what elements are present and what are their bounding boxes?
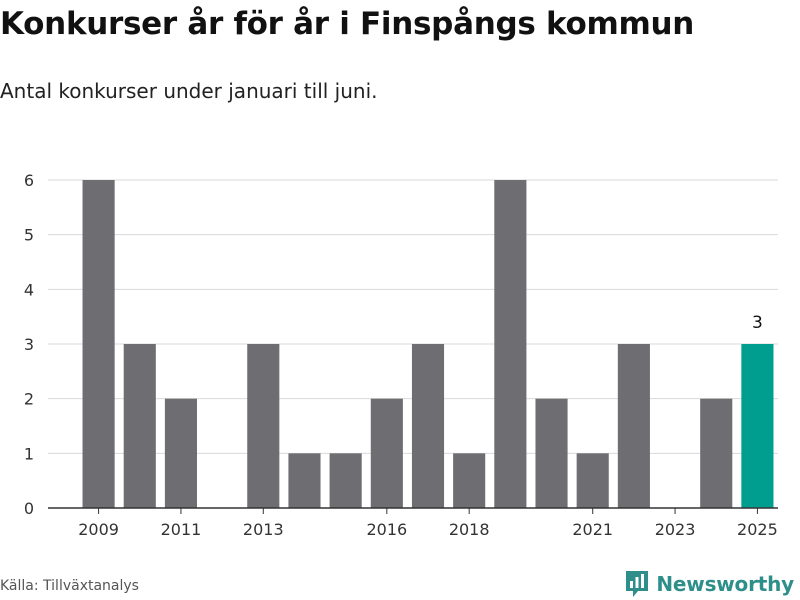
bar-2022 [617, 344, 650, 508]
chart-title: Konkurser år för år i Finspångs kommun [0, 6, 695, 42]
brand-logo: Newsworthy [625, 568, 794, 600]
newsworthy-logo-icon [626, 571, 649, 597]
source-note: Källa: Tillväxtanalys [0, 578, 139, 594]
x-tick-label: 2025 [737, 520, 778, 539]
x-tick-label: 2023 [655, 520, 696, 539]
bar-2013 [247, 344, 280, 508]
bar-2016 [370, 398, 403, 508]
brand-name: Newsworthy [656, 572, 794, 596]
bar-2015 [329, 453, 362, 508]
bar-2020 [535, 398, 568, 508]
bar-2014 [288, 453, 321, 508]
y-tick-label: 1 [24, 444, 34, 463]
bar-2021 [576, 453, 609, 508]
x-tick-label: 2018 [449, 520, 490, 539]
y-tick-label: 5 [24, 226, 34, 245]
x-tick-label: 2009 [78, 520, 119, 539]
x-tick-label: 2016 [366, 520, 407, 539]
y-tick-label: 3 [24, 335, 34, 354]
bar-2018 [453, 453, 486, 508]
bar-2009 [82, 180, 115, 508]
y-tick-label: 2 [24, 390, 34, 409]
y-tick-label: 6 [24, 171, 34, 190]
y-tick-label: 4 [24, 280, 34, 299]
bar-2017 [411, 344, 445, 508]
bar-2010 [123, 344, 156, 508]
bar-2025 [741, 344, 774, 508]
y-tick-label: 0 [24, 499, 34, 518]
bar-2024 [700, 398, 733, 508]
x-tick-label: 2021 [572, 520, 613, 539]
x-tick-label: 2013 [243, 520, 284, 539]
chart-subtitle: Antal konkurser under januari till juni. [0, 79, 378, 103]
bar-2019 [494, 180, 527, 508]
x-tick-label: 2011 [161, 520, 202, 539]
data-label-2025: 3 [752, 313, 763, 333]
bar-2011 [164, 398, 197, 508]
bar-chart: 0 1 2 3 4 5 6 3 2009 2011 2013 2016 2018 2021 2023 2025 [24, 171, 778, 539]
